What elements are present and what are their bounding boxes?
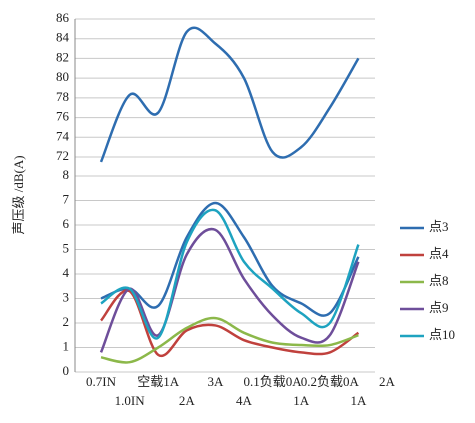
line <box>99 227 360 353</box>
line <box>100 208 360 340</box>
x-tick-label: 0.2负载0A <box>301 374 360 389</box>
legend-label: 点10 <box>429 327 455 342</box>
line <box>100 316 359 364</box>
y-tick-label: 7 <box>63 191 70 206</box>
x-tick-label: 空载1A <box>137 374 180 389</box>
y-tick-label: 86 <box>56 10 70 25</box>
y-tick-label: 80 <box>56 69 69 84</box>
y-tick-label: 6 <box>63 216 70 231</box>
y-tick-label: 0 <box>63 363 70 378</box>
legend-label: 点9 <box>429 300 449 315</box>
y-tick-label: 2 <box>63 314 70 329</box>
y-tick-label: 1 <box>63 338 70 353</box>
x-tick-label: 0.1负载0A <box>244 374 303 389</box>
y-tick-label: 3 <box>63 289 70 304</box>
x-tick-label: 1A <box>293 393 310 408</box>
line <box>100 289 360 358</box>
x-tick-label: 1.0IN <box>115 393 146 408</box>
y-tick-label: 4 <box>63 265 70 280</box>
y-tick-label: 5 <box>63 240 70 255</box>
legend-label: 点4 <box>429 246 449 261</box>
y-tick-label: 84 <box>56 30 70 45</box>
y-tick-label: 74 <box>56 128 70 143</box>
line <box>99 26 360 163</box>
y-tick-label: 72 <box>56 148 69 163</box>
y-tick-label: 82 <box>56 49 69 64</box>
x-tick-label: 3A <box>207 374 224 389</box>
y-tick-label: 76 <box>56 109 70 124</box>
y-tick-label: 8 <box>63 167 70 182</box>
x-tick-label: 4A <box>236 393 253 408</box>
legend-label: 点3 <box>429 219 449 234</box>
y-tick-label: 78 <box>56 89 69 104</box>
line <box>100 201 360 317</box>
y-axis-label: 声压级 /dB(A) <box>11 155 26 234</box>
x-tick-label: 2A <box>379 374 396 389</box>
x-tick-label: 2A <box>179 393 196 408</box>
legend-label: 点8 <box>429 273 449 288</box>
x-tick-label: 0.7IN <box>86 374 117 389</box>
x-tick-label: 1A <box>350 393 367 408</box>
